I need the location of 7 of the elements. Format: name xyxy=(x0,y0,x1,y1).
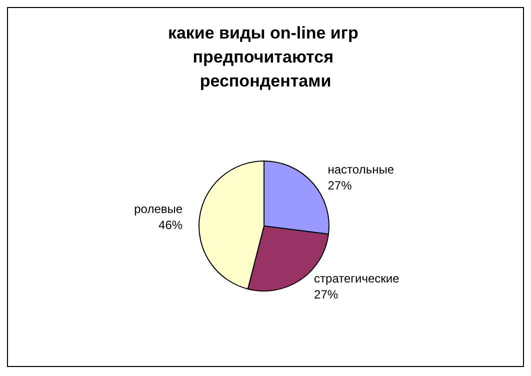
slice-label: стратегические xyxy=(314,271,400,286)
slice-label: настольные xyxy=(328,162,394,177)
data-label: 46% xyxy=(158,218,183,232)
slice-label: ролевые xyxy=(134,202,183,216)
chart-title: какие виды on-line игр предпочитаются респондентами xyxy=(168,24,364,90)
data-label: 27% xyxy=(328,178,352,193)
data-label: 27% xyxy=(314,287,338,302)
